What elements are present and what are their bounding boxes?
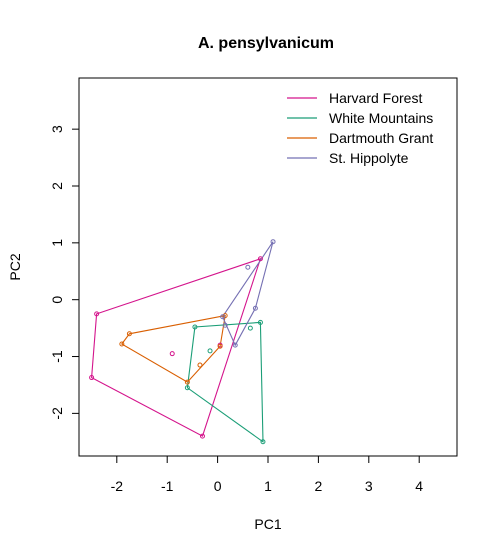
- y-tick-label: 2: [49, 182, 65, 190]
- y-tick-label: 3: [49, 125, 65, 133]
- x-axis: -2 -1 0 1 2 3 4: [111, 456, 423, 494]
- legend-label: White Mountains: [329, 110, 433, 126]
- y-tick-label: -2: [49, 407, 65, 420]
- legend-label: St. Hippolyte: [329, 150, 409, 166]
- y-tick-label: -1: [49, 350, 65, 363]
- x-tick-label: -2: [111, 478, 124, 494]
- point-st-hippolyte: [270, 239, 276, 245]
- x-tick-label: 3: [365, 478, 373, 494]
- point-dartmouth-grant: [217, 343, 223, 349]
- point-dartmouth-grant: [126, 331, 132, 337]
- point-dartmouth-grant: [119, 341, 125, 347]
- point-st-hippolyte: [232, 342, 238, 348]
- point-st-hippolyte: [252, 305, 258, 311]
- x-tick-label: 2: [315, 478, 323, 494]
- hull-white-mountains: [186, 321, 264, 443]
- legend-label: Dartmouth Grant: [329, 130, 433, 146]
- point-dartmouth-grant: [197, 362, 203, 368]
- point-st-hippolyte: [222, 322, 228, 328]
- x-tick-label: 4: [415, 478, 423, 494]
- x-axis-label: PC1: [254, 516, 281, 532]
- point-white-mountains: [260, 439, 266, 445]
- x-tick-label: 0: [214, 478, 222, 494]
- y-tick-label: 0: [49, 296, 65, 304]
- point-st-hippolyte: [220, 314, 226, 320]
- x-tick-label: -1: [161, 478, 174, 494]
- point-harvard-forest: [89, 375, 95, 381]
- point-white-mountains: [207, 348, 213, 354]
- point-white-mountains: [247, 325, 253, 331]
- point-white-mountains: [257, 319, 263, 325]
- y-axis-label: PC2: [7, 253, 23, 280]
- y-tick-label: 1: [49, 239, 65, 247]
- point-harvard-forest: [257, 256, 263, 262]
- legend-label: Harvard Forest: [329, 90, 422, 106]
- point-white-mountains: [192, 324, 198, 330]
- point-dartmouth-grant: [184, 379, 190, 385]
- point-dartmouth-grant: [222, 313, 228, 319]
- hull-st-hippolyte: [221, 241, 274, 347]
- hull-harvard-forest: [91, 257, 262, 437]
- legend: Harvard Forest White Mountains Dartmouth G…: [287, 90, 433, 166]
- data-points: [89, 239, 276, 445]
- point-harvard-forest: [199, 433, 205, 439]
- point-harvard-forest: [94, 311, 100, 317]
- point-white-mountains: [184, 385, 190, 391]
- point-harvard-forest: [169, 351, 175, 357]
- chart-title: A. pensylvanicum: [198, 35, 334, 52]
- y-axis: -2 -1 0 1 2 3: [49, 125, 79, 420]
- point-st-hippolyte: [245, 264, 251, 270]
- convex-hulls: [91, 241, 274, 443]
- x-tick-label: 1: [264, 478, 272, 494]
